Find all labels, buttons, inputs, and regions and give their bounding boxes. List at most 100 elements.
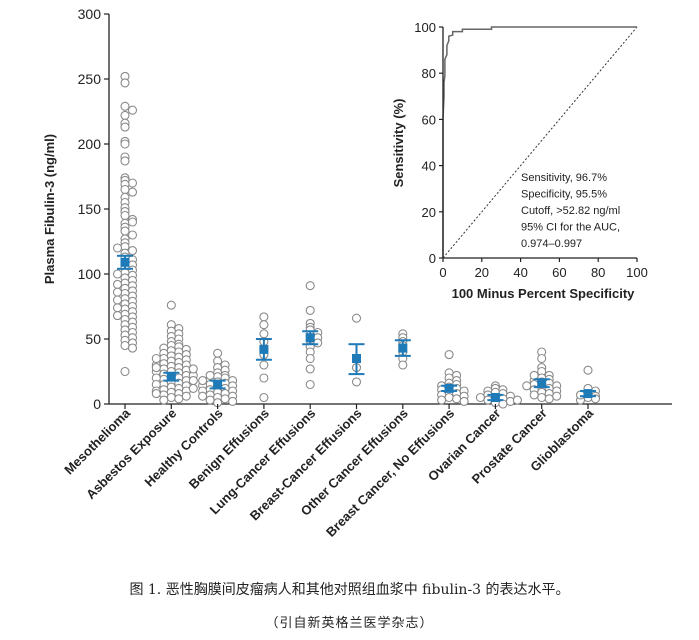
mean-marker: [352, 354, 361, 363]
figure-source-note: （引自新英格兰医学杂志）: [265, 616, 434, 631]
data-point: [174, 394, 184, 404]
mean-marker: [490, 393, 500, 402]
data-point: [120, 101, 130, 111]
data-point: [475, 392, 485, 403]
mean-marker: [444, 383, 454, 393]
data-point: [259, 392, 269, 403]
roc-x-tick-label: 20: [475, 265, 489, 280]
data-point: [120, 184, 130, 195]
data-point: [120, 210, 130, 221]
data-point: [188, 376, 198, 386]
data-point: [444, 392, 454, 403]
data-point: [120, 340, 130, 351]
data-point: [120, 139, 130, 149]
data-point: [198, 391, 208, 401]
data-point: [112, 287, 123, 297]
roc-x-tick-label: 40: [513, 265, 527, 280]
category-label: Asbestos Exposure: [83, 406, 179, 502]
category-label: Benign Effusions: [186, 406, 272, 492]
data-point: [127, 246, 138, 256]
data-point: [351, 377, 362, 387]
data-point: [127, 105, 138, 115]
data-point: [166, 392, 176, 403]
data-point: [305, 305, 315, 315]
data-point: [305, 353, 315, 364]
data-point: [120, 156, 130, 166]
figure-caption: 图 1. 恶性胸膜间皮瘤病人和其他对照组血浆中 fibulin-3 的表达水平。: [129, 582, 570, 598]
data-point: [552, 391, 562, 401]
data-point: [151, 389, 161, 399]
data-point: [444, 350, 454, 360]
data-point: [459, 396, 469, 406]
roc-x-axis-label: 100 Minus Percent Specificity: [452, 286, 636, 301]
roc-x-tick-label: 100: [626, 265, 648, 280]
data-point: [205, 395, 215, 405]
data-point: [120, 366, 130, 377]
roc-y-tick-label: 40: [422, 159, 436, 174]
data-point: [120, 122, 130, 132]
roc-y-tick-label: 80: [422, 66, 436, 81]
y-tick-label: 150: [78, 201, 102, 217]
data-point: [205, 370, 215, 380]
data-point: [452, 394, 462, 404]
mean-marker: [537, 378, 547, 388]
data-point: [512, 395, 522, 405]
data-point: [151, 353, 161, 364]
data-point: [259, 320, 269, 330]
roc-annotation-line: Specificity, 95.5%: [521, 189, 607, 201]
roc-y-tick-label: 20: [422, 205, 436, 220]
roc-curve-line: [442, 26, 637, 258]
data-point: [583, 365, 593, 375]
data-point: [220, 394, 230, 404]
data-point: [398, 360, 408, 370]
roc-y-axis-label: Sensitivity (%): [391, 99, 406, 188]
roc-annotation-line: 95% CI for the AUC,: [521, 222, 620, 234]
data-point: [537, 353, 547, 364]
data-point: [120, 226, 130, 236]
roc-annotation-line: Sensitivity, 96.7%: [521, 172, 607, 184]
data-point: [188, 383, 198, 393]
data-point: [575, 390, 586, 400]
roc-y-tick-label: 100: [414, 20, 436, 35]
data-point: [151, 363, 161, 373]
roc-x-tick-label: 60: [552, 265, 566, 280]
data-point: [305, 379, 315, 390]
roc-x-tick-label: 80: [591, 265, 605, 280]
data-point: [120, 110, 130, 120]
data-point: [127, 343, 138, 353]
data-point: [112, 279, 123, 289]
roc-annotation-line: 0.974–0.997: [521, 238, 582, 250]
mean-marker: [120, 257, 130, 267]
data-point: [305, 281, 315, 291]
data-point: [112, 269, 123, 279]
roc-plot-area: [443, 27, 637, 258]
y-tick-label: 250: [78, 71, 102, 87]
data-point: [120, 78, 130, 88]
y-tick-label: 100: [78, 266, 102, 282]
data-point: [228, 396, 238, 406]
data-point: [522, 381, 532, 391]
category-label: Healthy Controls: [142, 406, 226, 490]
data-point: [188, 364, 198, 374]
data-point: [112, 243, 123, 253]
mean-marker: [166, 372, 176, 382]
roc-y-tick-label: 0: [429, 251, 436, 266]
data-point: [437, 395, 447, 405]
data-point: [159, 395, 169, 405]
data-point: [305, 364, 315, 374]
roc-annotation-line: Cutoff, >52.82 ng/ml: [521, 205, 620, 217]
roc-y-tick-label: 60: [422, 112, 436, 127]
y-tick-label: 50: [85, 331, 101, 347]
y-tick-label: 0: [93, 396, 101, 412]
data-point: [259, 373, 269, 383]
data-point: [544, 394, 554, 404]
mean-marker: [305, 333, 315, 343]
data-point: [127, 217, 138, 227]
data-point: [529, 390, 539, 400]
data-point: [537, 392, 547, 403]
y-tick-label: 200: [78, 136, 102, 152]
data-point: [259, 329, 269, 339]
data-point: [127, 230, 138, 240]
y-axis-label: Plasma Fibulin-3 (ng/ml): [42, 134, 57, 284]
